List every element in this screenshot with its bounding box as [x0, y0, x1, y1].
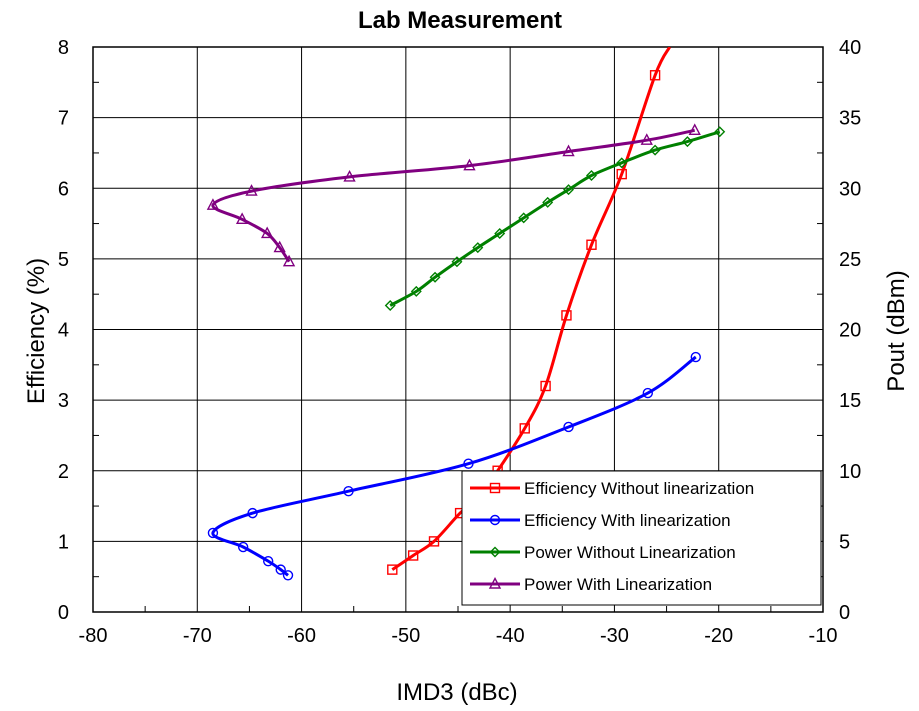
- series-2-point: [343, 486, 354, 497]
- y-tick-label-left: 1: [58, 531, 69, 553]
- legend-swatch-marker: [488, 576, 502, 589]
- series-2-point: [207, 527, 219, 539]
- series-1-point: [561, 310, 572, 321]
- series-2-point: [247, 507, 258, 519]
- series-2-point: [282, 570, 294, 581]
- chart-title: Lab Measurement: [358, 7, 562, 34]
- y-tick-label-left: 3: [58, 390, 69, 412]
- plot-area: -80 -70 -60 -50 -40 -30 -20 -100123456780510152…: [58, 37, 861, 647]
- series-1-line: [391, 47, 672, 571]
- series-4-point: [235, 212, 249, 225]
- series-4-point: [273, 240, 286, 253]
- series-3-point: [429, 271, 441, 283]
- y-tick-label-right: 40: [839, 37, 861, 59]
- y-tick-label-left: 0: [58, 602, 69, 624]
- series-3-point: [410, 285, 422, 297]
- x-tick-label: -10: [809, 625, 838, 647]
- series-4-point: [640, 133, 653, 145]
- y-tick-label-left: 4: [58, 320, 69, 342]
- series-4-point: [562, 144, 575, 157]
- series-4-point: [206, 198, 220, 210]
- series-3-point: [616, 157, 628, 169]
- series-1-point: [586, 239, 597, 250]
- x-tick-label: -60: [287, 625, 316, 647]
- series-3-point: [518, 212, 530, 224]
- series-2-point: [237, 541, 249, 553]
- series-3-point: [714, 126, 726, 138]
- legend-label: Power Without Linearization: [524, 543, 736, 562]
- y-tick-label-right: 5: [839, 531, 850, 553]
- y-tick-label-left: 6: [58, 178, 69, 200]
- y-axis-label-left: Efficiency (%): [23, 258, 50, 404]
- series-3-point: [472, 242, 484, 254]
- legend-label: Power With Linearization: [524, 575, 712, 594]
- series-2-point: [690, 351, 701, 363]
- y-tick-label-right: 30: [839, 178, 861, 200]
- plot-frame: [92, 46, 824, 613]
- series-3-point: [494, 227, 506, 239]
- series-1-point: [428, 536, 440, 547]
- series-1-point: [387, 564, 398, 575]
- y-tick-label-left: 8: [58, 37, 69, 59]
- series-3-point: [384, 299, 396, 311]
- legend-swatch-marker: [489, 482, 501, 494]
- series-4-point: [463, 158, 476, 171]
- series-2-point: [263, 555, 274, 567]
- series-4-point: [245, 184, 258, 196]
- series-4-point: [688, 123, 701, 136]
- series-1-point: [649, 70, 661, 81]
- series-2-point: [275, 564, 286, 575]
- series-3-point: [585, 170, 597, 182]
- y-tick-label-left: 2: [58, 461, 69, 483]
- x-tick-label: -30: [600, 625, 629, 647]
- series-3-point: [563, 184, 575, 196]
- series-3-point: [681, 136, 693, 148]
- y-tick-label-right: 25: [839, 249, 861, 271]
- series-1-point: [407, 550, 419, 561]
- legend-box: [461, 470, 822, 606]
- series-3-point: [649, 144, 661, 156]
- x-tick-label: -70: [183, 625, 212, 647]
- series-3-point: [542, 196, 554, 208]
- legend-label: Efficiency With linearization: [524, 511, 731, 530]
- legend-swatch-marker: [489, 546, 501, 558]
- series-4-point: [282, 254, 296, 267]
- x-axis-label: IMD3 (dBc): [396, 679, 517, 706]
- legend: Efficiency Without linearization Efficien…: [461, 470, 822, 606]
- series-4-line: [211, 128, 696, 263]
- x-tick-label: -40: [496, 625, 525, 647]
- legend-label: Efficiency Without linearization: [524, 479, 754, 498]
- series-2-line: [211, 355, 697, 577]
- x-tick-label: -20: [704, 625, 733, 647]
- series-1-point: [519, 423, 530, 434]
- y-tick-label-right: 10: [839, 461, 861, 483]
- series-3-point: [451, 256, 463, 268]
- y-tick-label-left: 5: [58, 249, 69, 271]
- legend-swatch-marker: [489, 514, 501, 526]
- series-1-point: [540, 380, 551, 392]
- y-tick-label-left: 7: [58, 108, 69, 130]
- series-2-point: [642, 387, 653, 399]
- series-2-point: [563, 421, 574, 433]
- series-2-point: [463, 458, 474, 469]
- x-tick-label: -50: [391, 625, 420, 647]
- series-4-point: [343, 169, 356, 182]
- y-tick-label-right: 35: [839, 108, 861, 130]
- y-tick-label-right: 20: [839, 320, 861, 342]
- y-tick-label-right: 0: [839, 602, 850, 624]
- y-tick-label-right: 15: [839, 390, 861, 412]
- series-4-point: [260, 226, 274, 239]
- x-tick-label: -80: [79, 625, 108, 647]
- y-axis-label-right: Pout (dBm): [883, 270, 910, 391]
- series-1-point: [616, 168, 627, 180]
